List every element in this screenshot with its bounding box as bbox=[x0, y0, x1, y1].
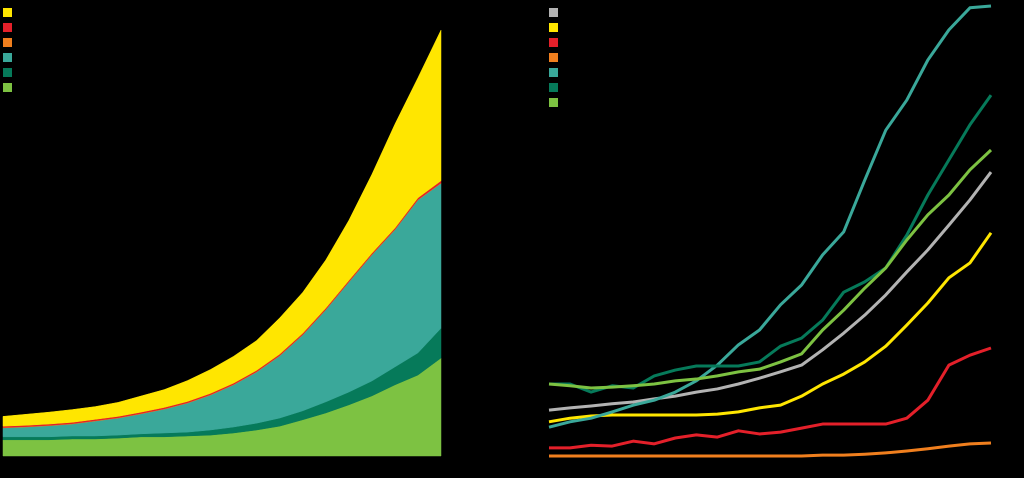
legend-swatch bbox=[3, 8, 12, 17]
line bbox=[548, 4, 992, 429]
line bbox=[549, 346, 992, 450]
legend-swatch bbox=[3, 68, 12, 77]
legend-swatch bbox=[3, 53, 12, 62]
legend-swatch bbox=[549, 23, 558, 32]
legend-swatch bbox=[549, 53, 558, 62]
line bbox=[549, 441, 992, 458]
legend-swatch bbox=[3, 23, 12, 32]
line bbox=[548, 231, 993, 424]
line bbox=[549, 94, 993, 394]
legend-swatch bbox=[549, 98, 558, 107]
legend-swatch bbox=[549, 83, 558, 92]
line bbox=[548, 171, 993, 412]
legend-swatch bbox=[3, 83, 12, 92]
legend-swatch bbox=[549, 38, 558, 47]
legend-swatch bbox=[549, 8, 558, 17]
area bbox=[2, 29, 442, 427]
line bbox=[548, 148, 993, 390]
legend-swatch bbox=[549, 68, 558, 77]
legend-swatch bbox=[3, 38, 12, 47]
